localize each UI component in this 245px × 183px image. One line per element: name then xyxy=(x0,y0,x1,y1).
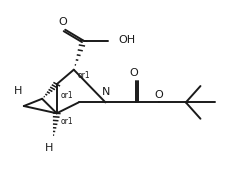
Text: H: H xyxy=(14,86,23,96)
Text: or1: or1 xyxy=(77,71,90,80)
Text: OH: OH xyxy=(119,35,136,45)
Text: or1: or1 xyxy=(61,117,74,126)
Text: or1: or1 xyxy=(61,91,74,100)
Text: O: O xyxy=(130,68,138,78)
Text: N: N xyxy=(102,87,110,97)
Text: O: O xyxy=(59,17,67,27)
Text: O: O xyxy=(155,91,163,100)
Text: H: H xyxy=(45,143,54,153)
